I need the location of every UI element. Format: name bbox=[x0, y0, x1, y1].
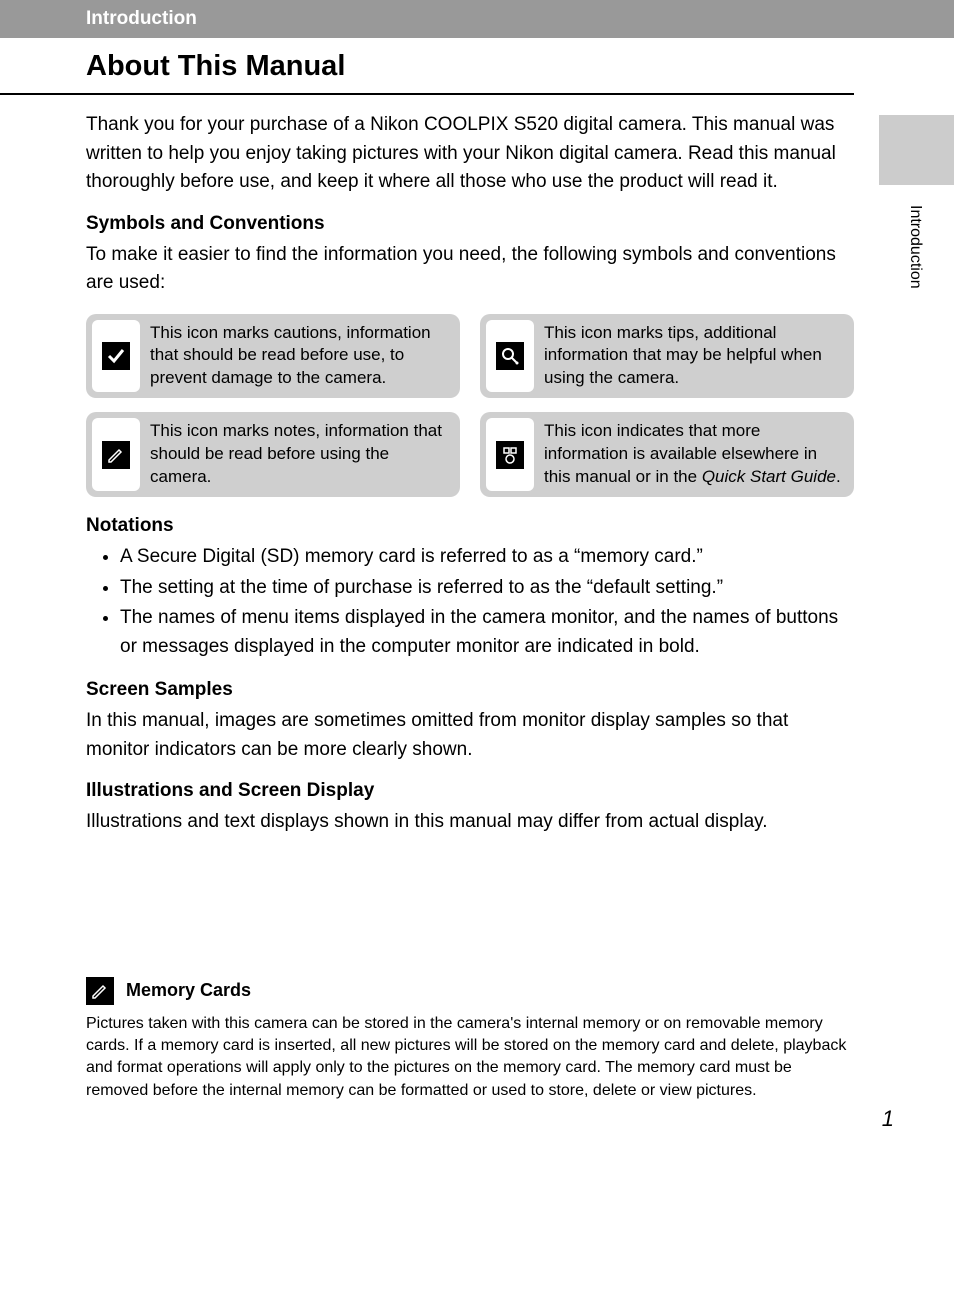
symbols-grid: This icon marks cautions, information th… bbox=[86, 314, 854, 498]
pencil-icon bbox=[86, 977, 114, 1005]
symbol-reference: This icon indicates that more informatio… bbox=[480, 412, 854, 497]
manual-page: Introduction About This Manual Introduct… bbox=[0, 0, 954, 1142]
notation-item: The setting at the time of purchase is r… bbox=[120, 574, 854, 603]
page-title: About This Manual bbox=[0, 38, 854, 95]
screen-samples-heading: Screen Samples bbox=[86, 679, 854, 701]
notation-item: The names of menu items displayed in the… bbox=[120, 604, 854, 661]
tip-icon-cell bbox=[486, 320, 534, 393]
reference-desc-italic: Quick Start Guide bbox=[702, 467, 836, 486]
page-number: 1 bbox=[882, 1106, 894, 1132]
tip-desc: This icon marks tips, additional informa… bbox=[540, 314, 854, 399]
side-tab bbox=[879, 115, 954, 185]
tip-icon bbox=[496, 342, 524, 370]
notation-item: A Secure Digital (SD) memory card is ref… bbox=[120, 543, 854, 572]
caution-icon bbox=[102, 342, 130, 370]
illustrations-text: Illustrations and text displays shown in… bbox=[86, 808, 854, 837]
intro-paragraph: Thank you for your purchase of a Nikon C… bbox=[86, 111, 854, 197]
memory-cards-body: Pictures taken with this camera can be s… bbox=[86, 1013, 854, 1103]
caution-desc: This icon marks cautions, information th… bbox=[146, 314, 460, 399]
note-icon bbox=[102, 441, 130, 469]
reference-icon bbox=[496, 441, 524, 469]
memory-cards-header: Memory Cards bbox=[86, 977, 854, 1005]
symbol-note: This icon marks notes, information that … bbox=[86, 412, 460, 497]
reference-desc-post: . bbox=[836, 467, 841, 486]
illustrations-heading: Illustrations and Screen Display bbox=[86, 780, 854, 802]
symbols-lead: To make it easier to find the informatio… bbox=[86, 241, 854, 298]
note-icon-cell bbox=[92, 418, 140, 491]
reference-icon-cell bbox=[486, 418, 534, 491]
symbol-caution: This icon marks cautions, information th… bbox=[86, 314, 460, 399]
caution-icon-cell bbox=[92, 320, 140, 393]
note-desc: This icon marks notes, information that … bbox=[146, 412, 460, 497]
section-header: Introduction bbox=[0, 0, 954, 38]
memory-cards-title: Memory Cards bbox=[126, 980, 251, 1001]
memory-cards-note: Memory Cards Pictures taken with this ca… bbox=[86, 977, 854, 1103]
side-tab-label: Introduction bbox=[906, 205, 924, 289]
notations-heading: Notations bbox=[86, 515, 854, 537]
reference-desc: This icon indicates that more informatio… bbox=[540, 412, 854, 497]
screen-samples-text: In this manual, images are sometimes omi… bbox=[86, 707, 854, 764]
symbols-heading: Symbols and Conventions bbox=[86, 213, 854, 235]
content-area: Thank you for your purchase of a Nikon C… bbox=[0, 95, 954, 1102]
notations-list: A Secure Digital (SD) memory card is ref… bbox=[86, 543, 854, 661]
symbol-tip: This icon marks tips, additional informa… bbox=[480, 314, 854, 399]
